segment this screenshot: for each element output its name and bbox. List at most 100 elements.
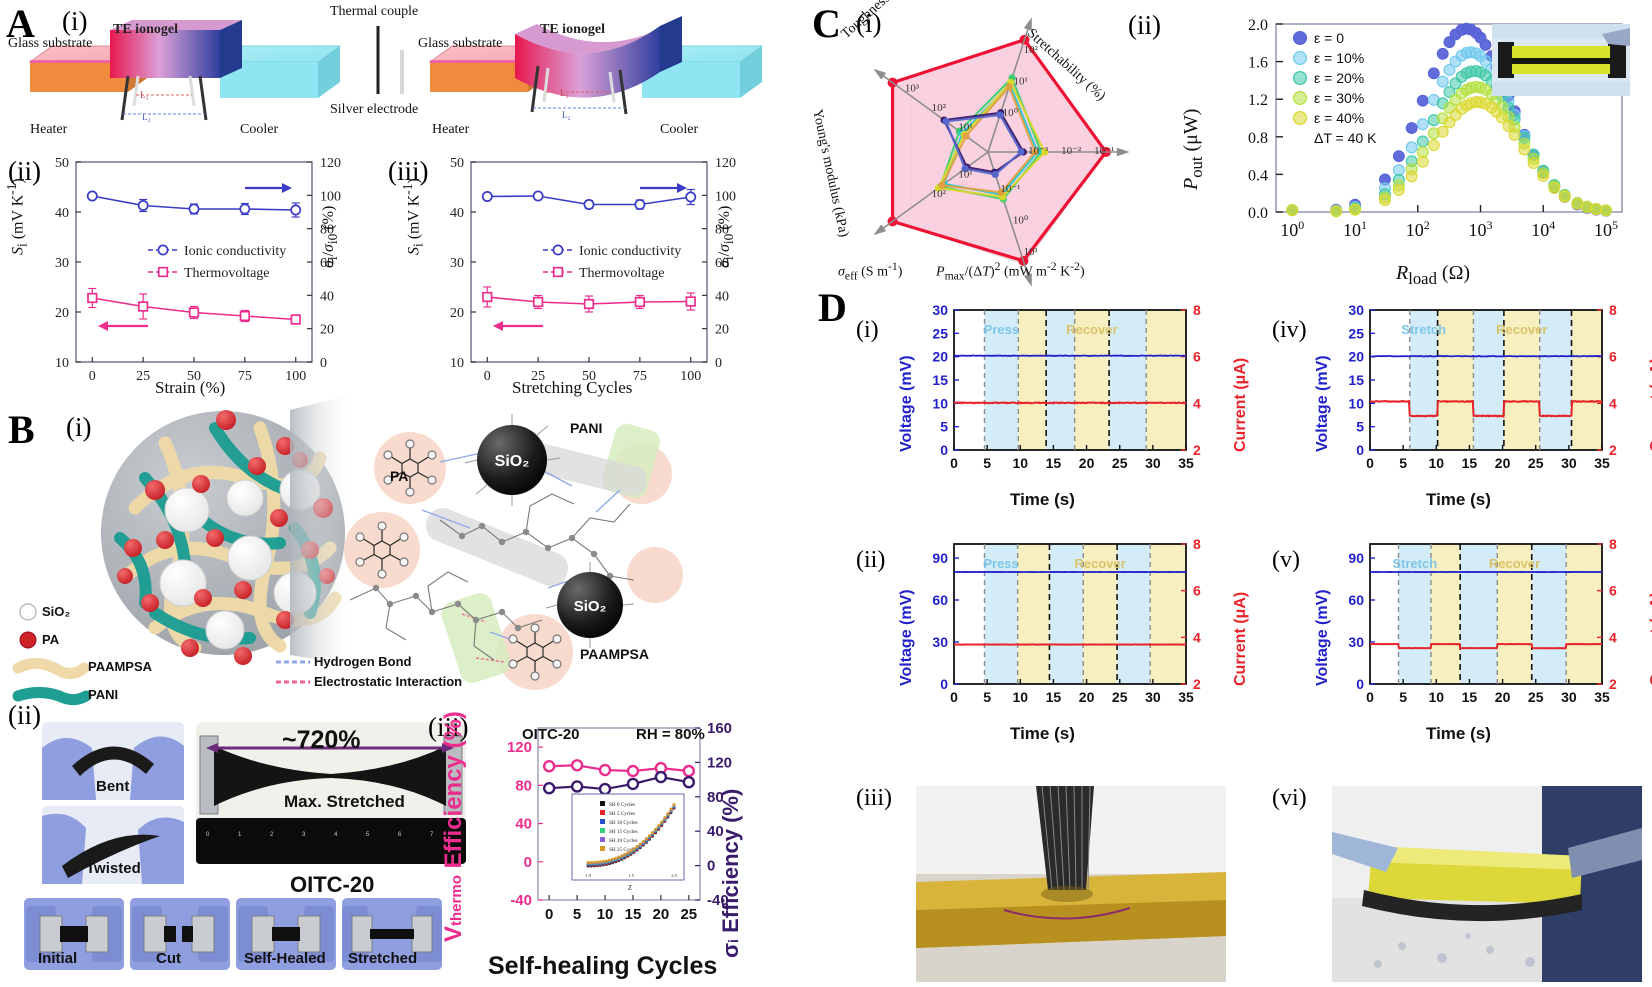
svg-text:ΔT = 40 K: ΔT = 40 K [1314, 130, 1377, 146]
svg-text:10⁻¹: 10⁻¹ [1000, 183, 1020, 195]
photo-label-self-healed: Self-Healed [244, 950, 326, 967]
legend-label-pani: PANI [88, 687, 118, 702]
svg-text:10²: 10² [932, 188, 947, 200]
svg-text:2: 2 [1609, 442, 1617, 458]
svg-text:4: 4 [1193, 395, 1201, 411]
svg-text:20: 20 [715, 323, 729, 338]
chart-d-iv-y2label: Current (μA) [1648, 358, 1652, 452]
label-l2-right: L₂ [562, 110, 571, 120]
svg-text:25: 25 [1528, 689, 1544, 705]
svg-text:ε = 0: ε = 0 [1314, 30, 1344, 46]
svg-text:10⁻²: 10⁻² [1061, 145, 1082, 157]
label-silver-electrode: Silver electrode [330, 102, 418, 118]
chart-b-iii-ylabel: Vthermo Efficiency (%) [440, 711, 468, 942]
svg-text:SH 20 Cycles: SH 20 Cycles [609, 838, 638, 844]
svg-text:60: 60 [1348, 592, 1364, 608]
svg-text:5: 5 [1399, 689, 1407, 705]
svg-text:25: 25 [1528, 455, 1544, 471]
svg-text:4: 4 [1609, 629, 1617, 645]
svg-text:30: 30 [1348, 634, 1364, 650]
chart-d-i: 0 5 10 15 20 25 30 35 0 5 10 15 20 25 30 2 4 6 8 Press Recov… [920, 300, 1210, 485]
svg-text:10³: 10³ [905, 83, 920, 95]
svg-text:30: 30 [1561, 689, 1577, 705]
svg-text:25: 25 [680, 906, 697, 923]
chart-d-ii-ylabel: Voltage (mV) [898, 589, 916, 686]
svg-text:10: 10 [1012, 689, 1028, 705]
svg-text:120: 120 [715, 156, 736, 171]
svg-text:10¹: 10¹ [958, 121, 972, 133]
svg-text:25: 25 [1348, 325, 1364, 341]
svg-text:10¹: 10¹ [1024, 246, 1038, 258]
chart-d-i-y2label: Current (μA) [1232, 358, 1250, 452]
chart-b-iii-y2label: σi Efficiency (%) [718, 789, 744, 958]
svg-text:Thermovoltage: Thermovoltage [579, 266, 665, 281]
legend-label-paampsa: PAAMPSA [88, 659, 152, 674]
svg-text:0: 0 [950, 689, 958, 705]
chart-d-ii: 0 5 10 15 20 25 30 35 0 30 60 90 2 4 6 8 Press Recover [920, 534, 1210, 719]
svg-text:40: 40 [55, 206, 69, 221]
svg-text:40: 40 [715, 289, 729, 304]
svg-text:25: 25 [932, 325, 948, 341]
svg-text:0: 0 [1366, 689, 1374, 705]
svg-text:4: 4 [1609, 395, 1617, 411]
label-cooler-left: Cooler [240, 122, 278, 138]
svg-text:Recover: Recover [1066, 322, 1117, 337]
svg-text:2.0: 2.0 [671, 873, 677, 878]
svg-text:Stretch: Stretch [1392, 556, 1437, 571]
svg-text:120: 120 [320, 156, 341, 171]
svg-text:20: 20 [320, 323, 334, 338]
svg-text:90: 90 [1348, 550, 1364, 566]
chart-d-v-xlabel: Time (s) [1426, 724, 1491, 744]
svg-text:Recover: Recover [1489, 556, 1540, 571]
label-l2-left: L₂ [142, 112, 151, 122]
chart-c-i-radar: 10⁰ 10¹ 10² 10⁻³ 10⁻² 10⁻¹ 10⁻¹ 10⁰ 10¹ 10¹ 10² 10¹… [820, 10, 1160, 290]
svg-text:40: 40 [450, 206, 464, 221]
svg-text:0: 0 [1356, 442, 1364, 458]
svg-text:10: 10 [1012, 455, 1028, 471]
bond-legend-electrostatic: Electrostatic Interaction [314, 674, 462, 689]
chart-a-ii-xlabel: Strain (%) [155, 378, 225, 398]
chart-c-ii-xlabel: Rload (Ω) [1396, 262, 1470, 289]
panel-d-sub-iv: (iv) [1272, 318, 1307, 342]
svg-text:0: 0 [940, 442, 948, 458]
chart-d-v-y2label: Current (μA) [1648, 592, 1652, 686]
svg-text:50: 50 [450, 156, 464, 171]
chart-a-iii-ylabel: Si (mV K-1) [400, 178, 427, 255]
panel-d-sub-ii: (ii) [856, 548, 885, 572]
svg-text:SiO₂: SiO₂ [574, 598, 607, 615]
svg-text:15: 15 [1462, 689, 1478, 705]
chart-d-v-ylabel: Voltage (mV) [1314, 589, 1332, 686]
svg-text:1.5: 1.5 [628, 873, 634, 878]
label-te-ionogel-right: TE ionogel [540, 22, 605, 38]
svg-text:Z: Z [628, 884, 632, 892]
chart-b-iii: 0 5 10 15 20 25 -40 0 40 80 120 -40 0 40 80 120 160 SH 0 … [510, 718, 720, 938]
panel-d-letter: D [818, 288, 847, 328]
molecule-label-paampsa: PAAMPSA [580, 646, 649, 662]
chart-a-ii-ylabel: Si (mV K-1) [4, 178, 31, 255]
svg-text:10: 10 [1428, 455, 1444, 471]
svg-text:2: 2 [1609, 676, 1617, 692]
svg-text:20: 20 [653, 906, 670, 923]
svg-text:0: 0 [707, 858, 715, 875]
svg-text:15: 15 [625, 906, 642, 923]
svg-text:30: 30 [450, 256, 464, 271]
chart-a-ii: 0 25 50 75 100 10 20 30 40 50 0 20 40 60 80 100 120 Ionic… [30, 150, 360, 400]
svg-text:10⁻¹: 10⁻¹ [1094, 145, 1114, 157]
svg-text:30: 30 [1348, 302, 1364, 318]
label-l1-right: L₁ [560, 88, 569, 98]
svg-text:Recover: Recover [1075, 556, 1126, 571]
photo-d-iii [916, 786, 1226, 982]
svg-text:90: 90 [932, 550, 948, 566]
chart-b-iii-xlabel: Self-healing Cycles [488, 952, 717, 981]
photo-label-sample-name: OITC-20 [290, 872, 374, 898]
svg-text:SH 0 Cycles: SH 0 Cycles [609, 802, 635, 808]
svg-text:SH 10 Cycles: SH 10 Cycles [609, 820, 638, 826]
photo-label-max-stretched: Max. Stretched [284, 792, 405, 812]
svg-text:103: 103 [1469, 218, 1493, 240]
svg-text:15: 15 [932, 372, 948, 388]
svg-text:15: 15 [1348, 372, 1364, 388]
svg-text:10¹: 10¹ [958, 169, 972, 181]
svg-text:160: 160 [707, 720, 732, 737]
label-glass-substrate-left: Glass substrate [8, 36, 92, 52]
svg-text:0: 0 [1356, 676, 1364, 692]
